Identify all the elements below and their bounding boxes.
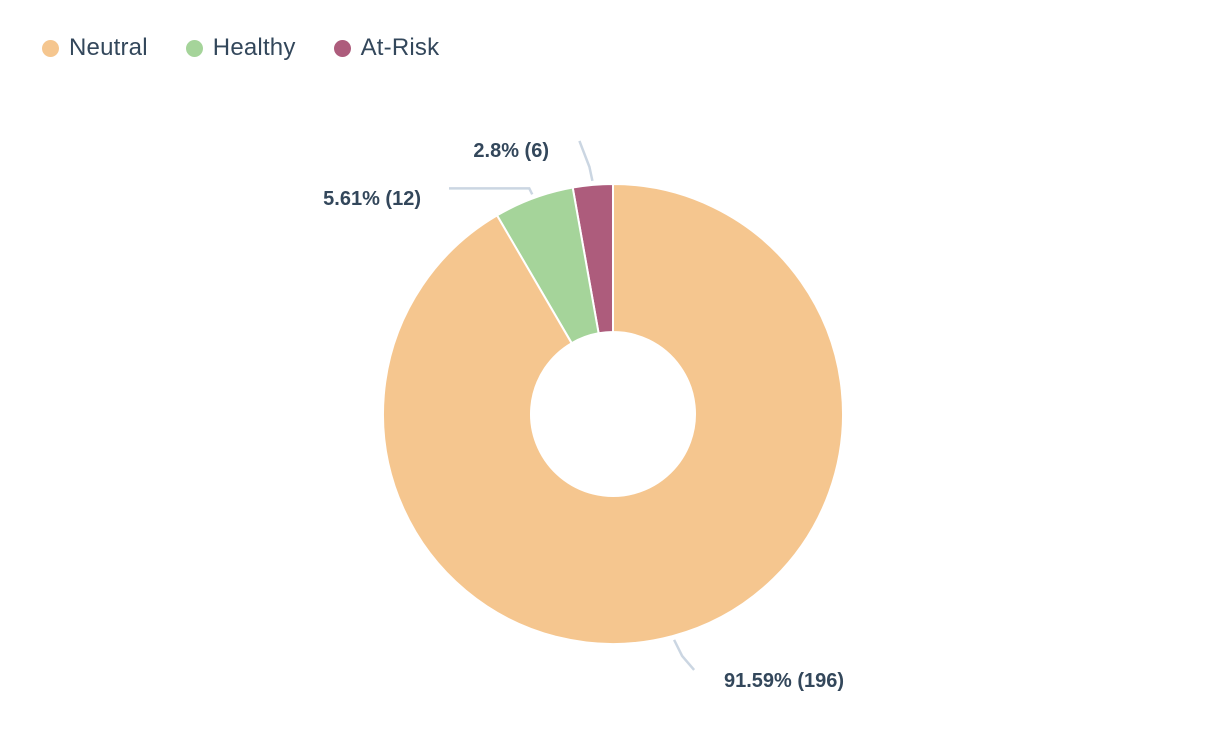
data-label-healthy: 5.61% (12) [323,188,421,210]
chart-legend: Neutral Healthy At-Risk [42,34,439,62]
legend-item-at-risk[interactable]: At-Risk [333,34,440,62]
slice-neutral[interactable] [382,183,844,645]
legend-swatch-neutral [42,39,59,57]
leader-line-healthy [449,187,534,195]
data-label-neutral: 91.59% (196) [724,670,844,692]
legend-item-neutral[interactable]: Neutral [42,34,148,62]
slice-healthy[interactable] [496,186,600,345]
legend-label-at-risk: At-Risk [360,34,440,61]
legend-swatch-at-risk [333,39,351,57]
legend-label-healthy: Healthy [212,34,296,61]
data-label-at-risk: 2.8% (6) [473,140,549,162]
leader-line-at-risk [578,140,594,182]
legend-swatch-healthy [185,39,203,57]
legend-item-healthy[interactable]: Healthy [185,34,296,62]
legend-label-neutral: Neutral [69,34,148,61]
leader-line-neutral [672,639,696,671]
